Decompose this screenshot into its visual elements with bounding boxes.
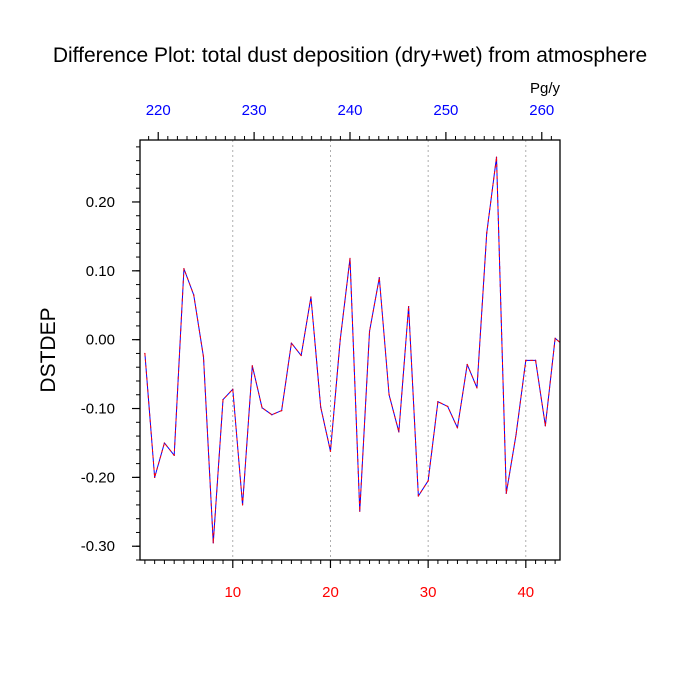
axis-ticks: 0.20 0.10 0.00 -0.10 -0.20 -0.30 10 20 30 40 220 23…	[81, 102, 556, 601]
x-bottom-tick-label: 20	[322, 584, 339, 601]
data-point	[251, 365, 253, 367]
data-point	[300, 354, 302, 357]
y-tick-label: 0.20	[86, 194, 115, 211]
x-top-tick-label: 260	[529, 102, 554, 119]
data-point	[447, 405, 449, 408]
chart-title: Difference Plot: total dust deposition (…	[53, 44, 647, 67]
data-point	[554, 337, 556, 339]
x-bottom-tick-label: 40	[517, 584, 534, 601]
data-point	[456, 427, 459, 429]
data-point	[476, 387, 478, 389]
data-point	[378, 277, 380, 279]
x-top-tick-label: 240	[337, 102, 362, 119]
data-point	[368, 330, 371, 333]
data-point	[193, 294, 195, 296]
y-tick-label: 0.10	[86, 263, 115, 280]
data-point	[398, 431, 400, 433]
data-point	[349, 257, 351, 260]
y-tick-label: -0.20	[81, 469, 115, 486]
y-tick-label: -0.10	[81, 401, 115, 418]
data-point	[408, 306, 410, 308]
data-point	[388, 394, 390, 396]
x-bottom-tick-label: 30	[420, 584, 437, 601]
data-point	[329, 450, 332, 452]
data-point	[154, 476, 156, 478]
data-point	[437, 401, 439, 403]
units-label: Pg/y	[530, 80, 561, 97]
data-point	[339, 339, 341, 341]
data-point	[544, 425, 546, 427]
data-point	[486, 232, 488, 234]
data-point	[202, 356, 205, 358]
x-bottom-tick-label: 10	[224, 584, 241, 601]
data-point	[310, 296, 312, 298]
data-point	[290, 342, 292, 344]
data-point	[261, 407, 263, 409]
data-point	[232, 388, 234, 390]
data-point	[281, 409, 283, 412]
grid-lines	[232, 140, 527, 560]
data-point	[241, 504, 244, 506]
series-line-1	[144, 156, 560, 544]
x-top-tick-label: 230	[242, 102, 267, 119]
data-point	[271, 414, 273, 416]
data-point	[320, 406, 322, 408]
y-tick-label: 0.00	[86, 332, 115, 349]
y-tick-label: -0.30	[81, 538, 115, 555]
data-point	[515, 434, 517, 436]
data-point	[222, 398, 224, 401]
data-point	[173, 454, 175, 456]
series-group	[144, 156, 565, 544]
x-top-tick-label: 250	[433, 102, 458, 119]
y-axis-label: DSTDEP	[37, 307, 60, 392]
data-point	[359, 510, 361, 512]
data-point	[564, 346, 565, 347]
data-point	[183, 268, 185, 270]
data-point	[212, 542, 214, 544]
data-point	[505, 492, 507, 494]
plot-frame	[139, 139, 561, 561]
series-line-2	[144, 156, 560, 544]
data-point	[417, 495, 419, 497]
data-point	[427, 480, 429, 482]
x-top-tick-label: 220	[146, 102, 171, 119]
data-point	[564, 346, 565, 347]
data-point	[466, 363, 468, 366]
data-point	[144, 352, 146, 355]
data-point	[495, 156, 498, 158]
data-point	[534, 359, 537, 361]
data-point	[163, 442, 166, 444]
data-point	[525, 359, 527, 361]
